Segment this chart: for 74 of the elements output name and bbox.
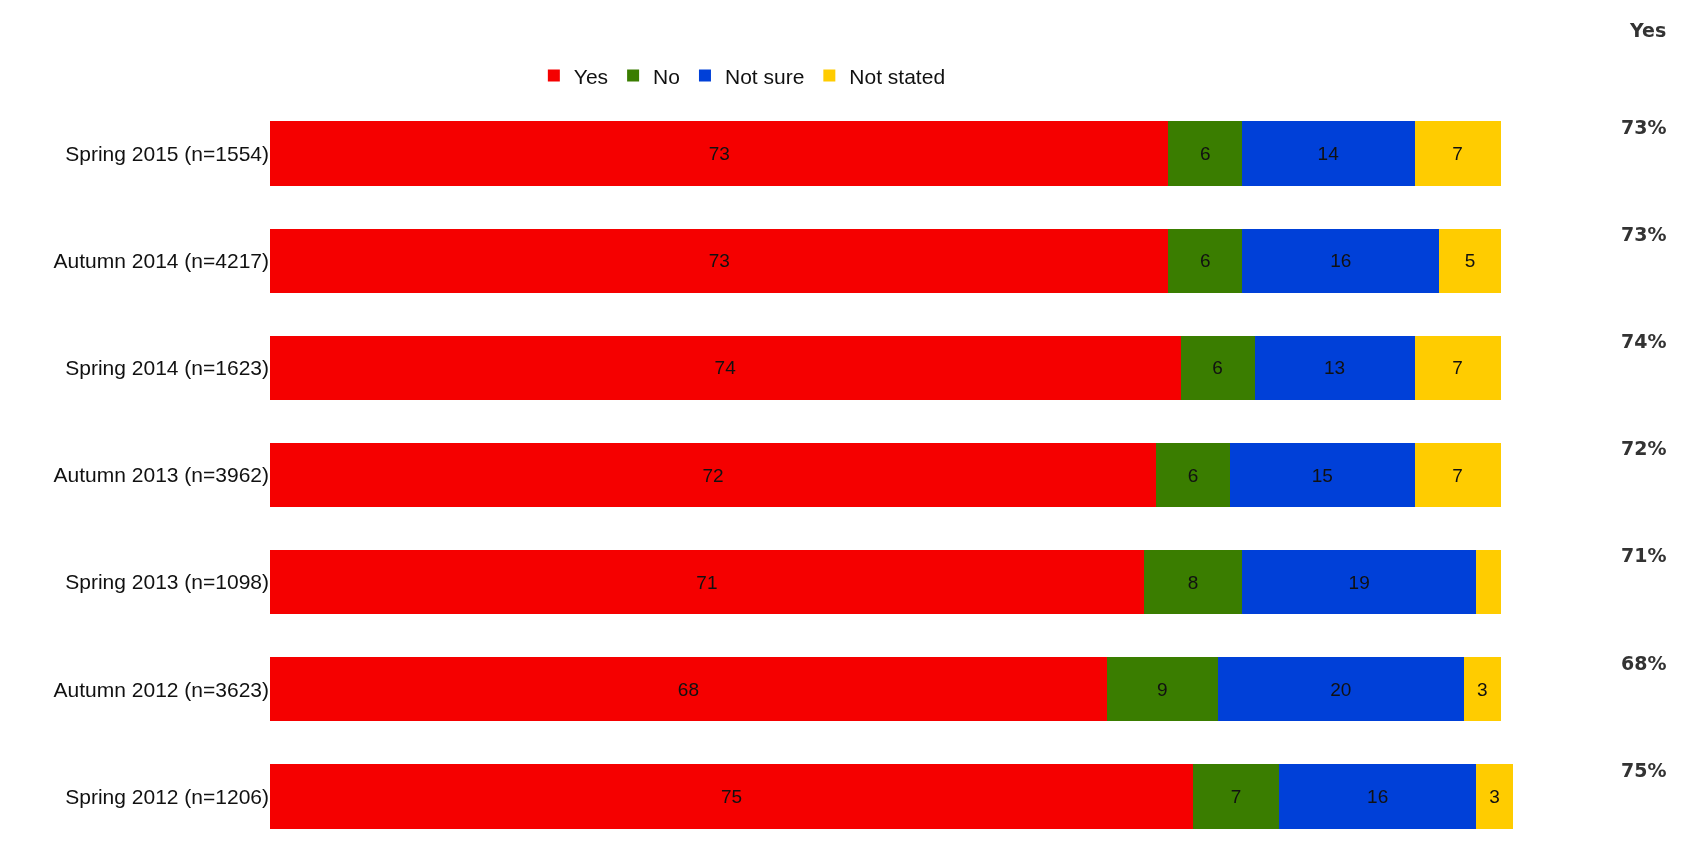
bar xyxy=(1279,764,1477,829)
data-label: 74 xyxy=(714,357,737,379)
data-label: 72 xyxy=(702,464,724,486)
y-tick-label: Spring 2012 (n=1206) xyxy=(65,784,269,808)
bar xyxy=(1476,550,1501,615)
text: 75% xyxy=(1621,759,1667,781)
bar xyxy=(1242,121,1415,186)
data-label: 7 xyxy=(1452,357,1463,379)
text: 68% xyxy=(1621,652,1667,674)
data-label: 7 xyxy=(1452,143,1463,165)
data-label: 13 xyxy=(1323,357,1346,379)
bar xyxy=(1229,442,1415,508)
bar xyxy=(270,550,1144,615)
data-label: 3 xyxy=(1476,678,1488,700)
text: 71% xyxy=(1621,544,1667,566)
data-label: 71 xyxy=(696,571,718,593)
data-label: 16 xyxy=(1367,785,1389,807)
data-label: 14 xyxy=(1317,143,1340,165)
text: 74% xyxy=(1621,330,1667,352)
y-tick-label: Autumn 2012 (n=3623) xyxy=(53,677,269,701)
legend-label: No xyxy=(653,64,680,88)
bar xyxy=(1143,550,1243,615)
data-label: 6 xyxy=(1187,464,1199,486)
data-label: 68 xyxy=(677,678,700,700)
bar xyxy=(1414,442,1501,508)
data-label: 75 xyxy=(720,785,743,807)
text: 72% xyxy=(1621,437,1667,459)
data-label: 3 xyxy=(1489,785,1500,807)
data-label: 9 xyxy=(1156,678,1168,700)
data-label: 6 xyxy=(1200,250,1211,272)
bar xyxy=(270,764,1194,829)
bar xyxy=(270,228,1169,293)
data-label: 16 xyxy=(1330,250,1352,272)
bar xyxy=(1168,228,1243,293)
data-label: 8 xyxy=(1187,571,1199,593)
data-label: 6 xyxy=(1200,143,1211,165)
y-tick-label: Spring 2014 (n=1623) xyxy=(65,356,269,380)
legend-label: Not stated xyxy=(849,64,946,88)
bar xyxy=(1180,335,1255,400)
bar xyxy=(1168,121,1243,186)
bar xyxy=(1242,228,1440,293)
legend-label: Not sure xyxy=(724,64,805,88)
y-tick-label: Autumn 2014 (n=4217) xyxy=(53,249,269,273)
data-label: 73 xyxy=(708,143,730,165)
data-label: 73 xyxy=(708,250,730,272)
bar xyxy=(1414,335,1501,400)
y-tick-label: Spring 2015 (n=1554) xyxy=(65,141,269,165)
bar xyxy=(1439,228,1501,293)
bar xyxy=(270,442,1157,508)
text: 73% xyxy=(1621,223,1667,245)
data-label: 7 xyxy=(1452,464,1463,486)
bar xyxy=(1463,657,1501,722)
text: Yes xyxy=(1629,19,1667,41)
bar xyxy=(1106,657,1218,722)
bar xyxy=(1254,335,1415,400)
y-tick-label: Autumn 2013 (n=3962) xyxy=(53,463,269,487)
data-label: 20 xyxy=(1330,678,1352,700)
data-label: 5 xyxy=(1464,250,1476,272)
text: 73% xyxy=(1621,116,1667,138)
bar xyxy=(270,121,1169,186)
data-label: 6 xyxy=(1212,357,1223,379)
data-label: 19 xyxy=(1348,571,1370,593)
bar xyxy=(1217,657,1464,722)
legend-label: Yes xyxy=(573,64,609,88)
y-tick-label: Spring 2013 (n=1098) xyxy=(65,570,269,594)
bar xyxy=(1193,764,1280,829)
bar xyxy=(270,657,1107,722)
data-label: 15 xyxy=(1311,464,1333,486)
bar xyxy=(1414,121,1501,186)
bar xyxy=(1156,442,1230,508)
bar xyxy=(1476,764,1513,829)
bar xyxy=(270,335,1181,400)
bar xyxy=(1242,550,1477,615)
data-label: 7 xyxy=(1230,785,1242,807)
